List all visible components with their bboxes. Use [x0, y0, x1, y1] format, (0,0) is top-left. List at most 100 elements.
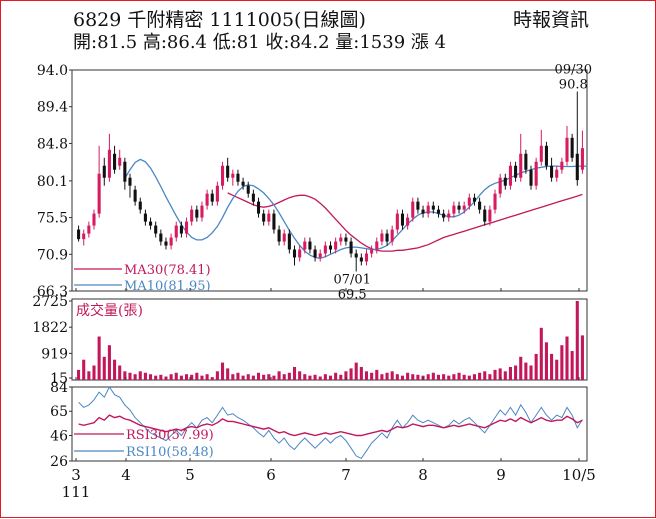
- candle-body: [256, 201, 261, 214]
- candle: [246, 181, 250, 198]
- candle-body: [544, 145, 548, 166]
- candle: [498, 173, 502, 198]
- candle: [82, 229, 86, 246]
- candle: [493, 189, 497, 214]
- annotation-value: 90.8: [559, 78, 588, 93]
- rsi-tick-label: 65: [50, 404, 68, 420]
- volume-bar: [267, 374, 271, 380]
- candle: [169, 233, 173, 250]
- candle: [220, 161, 225, 190]
- volume-bar: [231, 374, 235, 380]
- volume-bar: [190, 374, 194, 380]
- rsi-tick-label: 84: [50, 380, 68, 396]
- candle-body: [565, 137, 569, 162]
- volume-bar: [442, 374, 446, 380]
- candle-body: [580, 148, 584, 170]
- volume-bar: [483, 371, 487, 380]
- volume-bar: [205, 374, 209, 380]
- candle-body: [87, 225, 91, 234]
- candle-body: [92, 213, 96, 226]
- volume-bar: [118, 365, 122, 380]
- volume-panel: 2725 1822 919 15 成交量(張): [32, 294, 584, 387]
- candle-body: [421, 209, 425, 214]
- candle: [442, 209, 446, 222]
- candle-body: [457, 205, 461, 210]
- candle-body: [210, 193, 214, 202]
- volume-bar: [195, 372, 199, 380]
- candle-body: [123, 161, 127, 182]
- candle-body: [349, 241, 353, 254]
- candle-body: [467, 197, 471, 206]
- candle: [143, 209, 147, 226]
- candle-body: [447, 213, 451, 218]
- legend-ma10: MA10(81.95): [124, 279, 211, 294]
- candle: [77, 225, 81, 242]
- candle-body: [488, 209, 492, 222]
- volume-bar: [287, 372, 291, 380]
- candle: [431, 201, 435, 214]
- candle: [452, 201, 456, 218]
- candle-body: [555, 169, 559, 178]
- volume-bar: [354, 362, 358, 380]
- volume-bar: [169, 374, 173, 380]
- rsi-tick-label: 46: [50, 428, 68, 444]
- candle: [200, 201, 204, 222]
- candle-body: [503, 177, 507, 186]
- volume-bar: [560, 345, 564, 380]
- candle: [483, 205, 487, 226]
- candle-body: [226, 165, 230, 178]
- candle: [210, 189, 214, 206]
- candle-body: [339, 237, 343, 242]
- volume-bar: [277, 371, 281, 380]
- candle: [313, 245, 317, 262]
- volume-bar: [138, 371, 142, 380]
- legend-rsi10: RSI10(58.48): [126, 445, 214, 460]
- volume-bar: [565, 336, 569, 380]
- volume-bar: [313, 374, 317, 380]
- candle-body: [282, 233, 286, 242]
- candle: [580, 130, 584, 174]
- candle-body: [416, 201, 420, 210]
- candle-body: [431, 205, 435, 210]
- candle-body: [272, 213, 276, 230]
- rsi-tick-label: 26: [50, 454, 68, 470]
- candle-body: [364, 253, 369, 262]
- price-tick-label: 75.5: [37, 211, 68, 227]
- candle: [359, 253, 363, 266]
- volume-bar: [431, 372, 435, 380]
- volume-bar: [97, 336, 101, 380]
- volume-bar: [159, 374, 163, 380]
- candle-body: [236, 173, 240, 182]
- legend-rsi30: RSI30(57.99): [126, 428, 214, 443]
- candle: [519, 133, 523, 182]
- volume-bar: [406, 372, 410, 380]
- candle-body: [184, 221, 189, 234]
- candle-body: [508, 165, 512, 186]
- candle: [128, 173, 132, 198]
- volume-bar: [452, 374, 456, 380]
- volume-bar: [508, 366, 512, 380]
- candle-body: [97, 173, 101, 214]
- candle-body: [380, 233, 384, 242]
- volume-bar: [92, 365, 96, 380]
- volume-bar: [339, 374, 343, 380]
- candle: [539, 129, 543, 166]
- volume-bar: [375, 369, 379, 380]
- candle: [174, 221, 178, 242]
- volume-bar: [359, 366, 363, 380]
- x-year-label: 111: [62, 483, 91, 501]
- volume-bar: [179, 375, 183, 380]
- candle: [133, 185, 137, 206]
- candle: [267, 209, 271, 226]
- volume-bar: [498, 368, 502, 380]
- volume-bar: [539, 327, 543, 380]
- candle-body: [334, 241, 338, 250]
- candle: [195, 205, 199, 222]
- candle: [282, 229, 286, 246]
- candle-body: [318, 253, 322, 258]
- volume-bar: [164, 376, 168, 380]
- volume-bar: [236, 372, 240, 380]
- candle: [190, 205, 194, 226]
- candle-body: [205, 193, 209, 206]
- candle-body: [385, 233, 389, 242]
